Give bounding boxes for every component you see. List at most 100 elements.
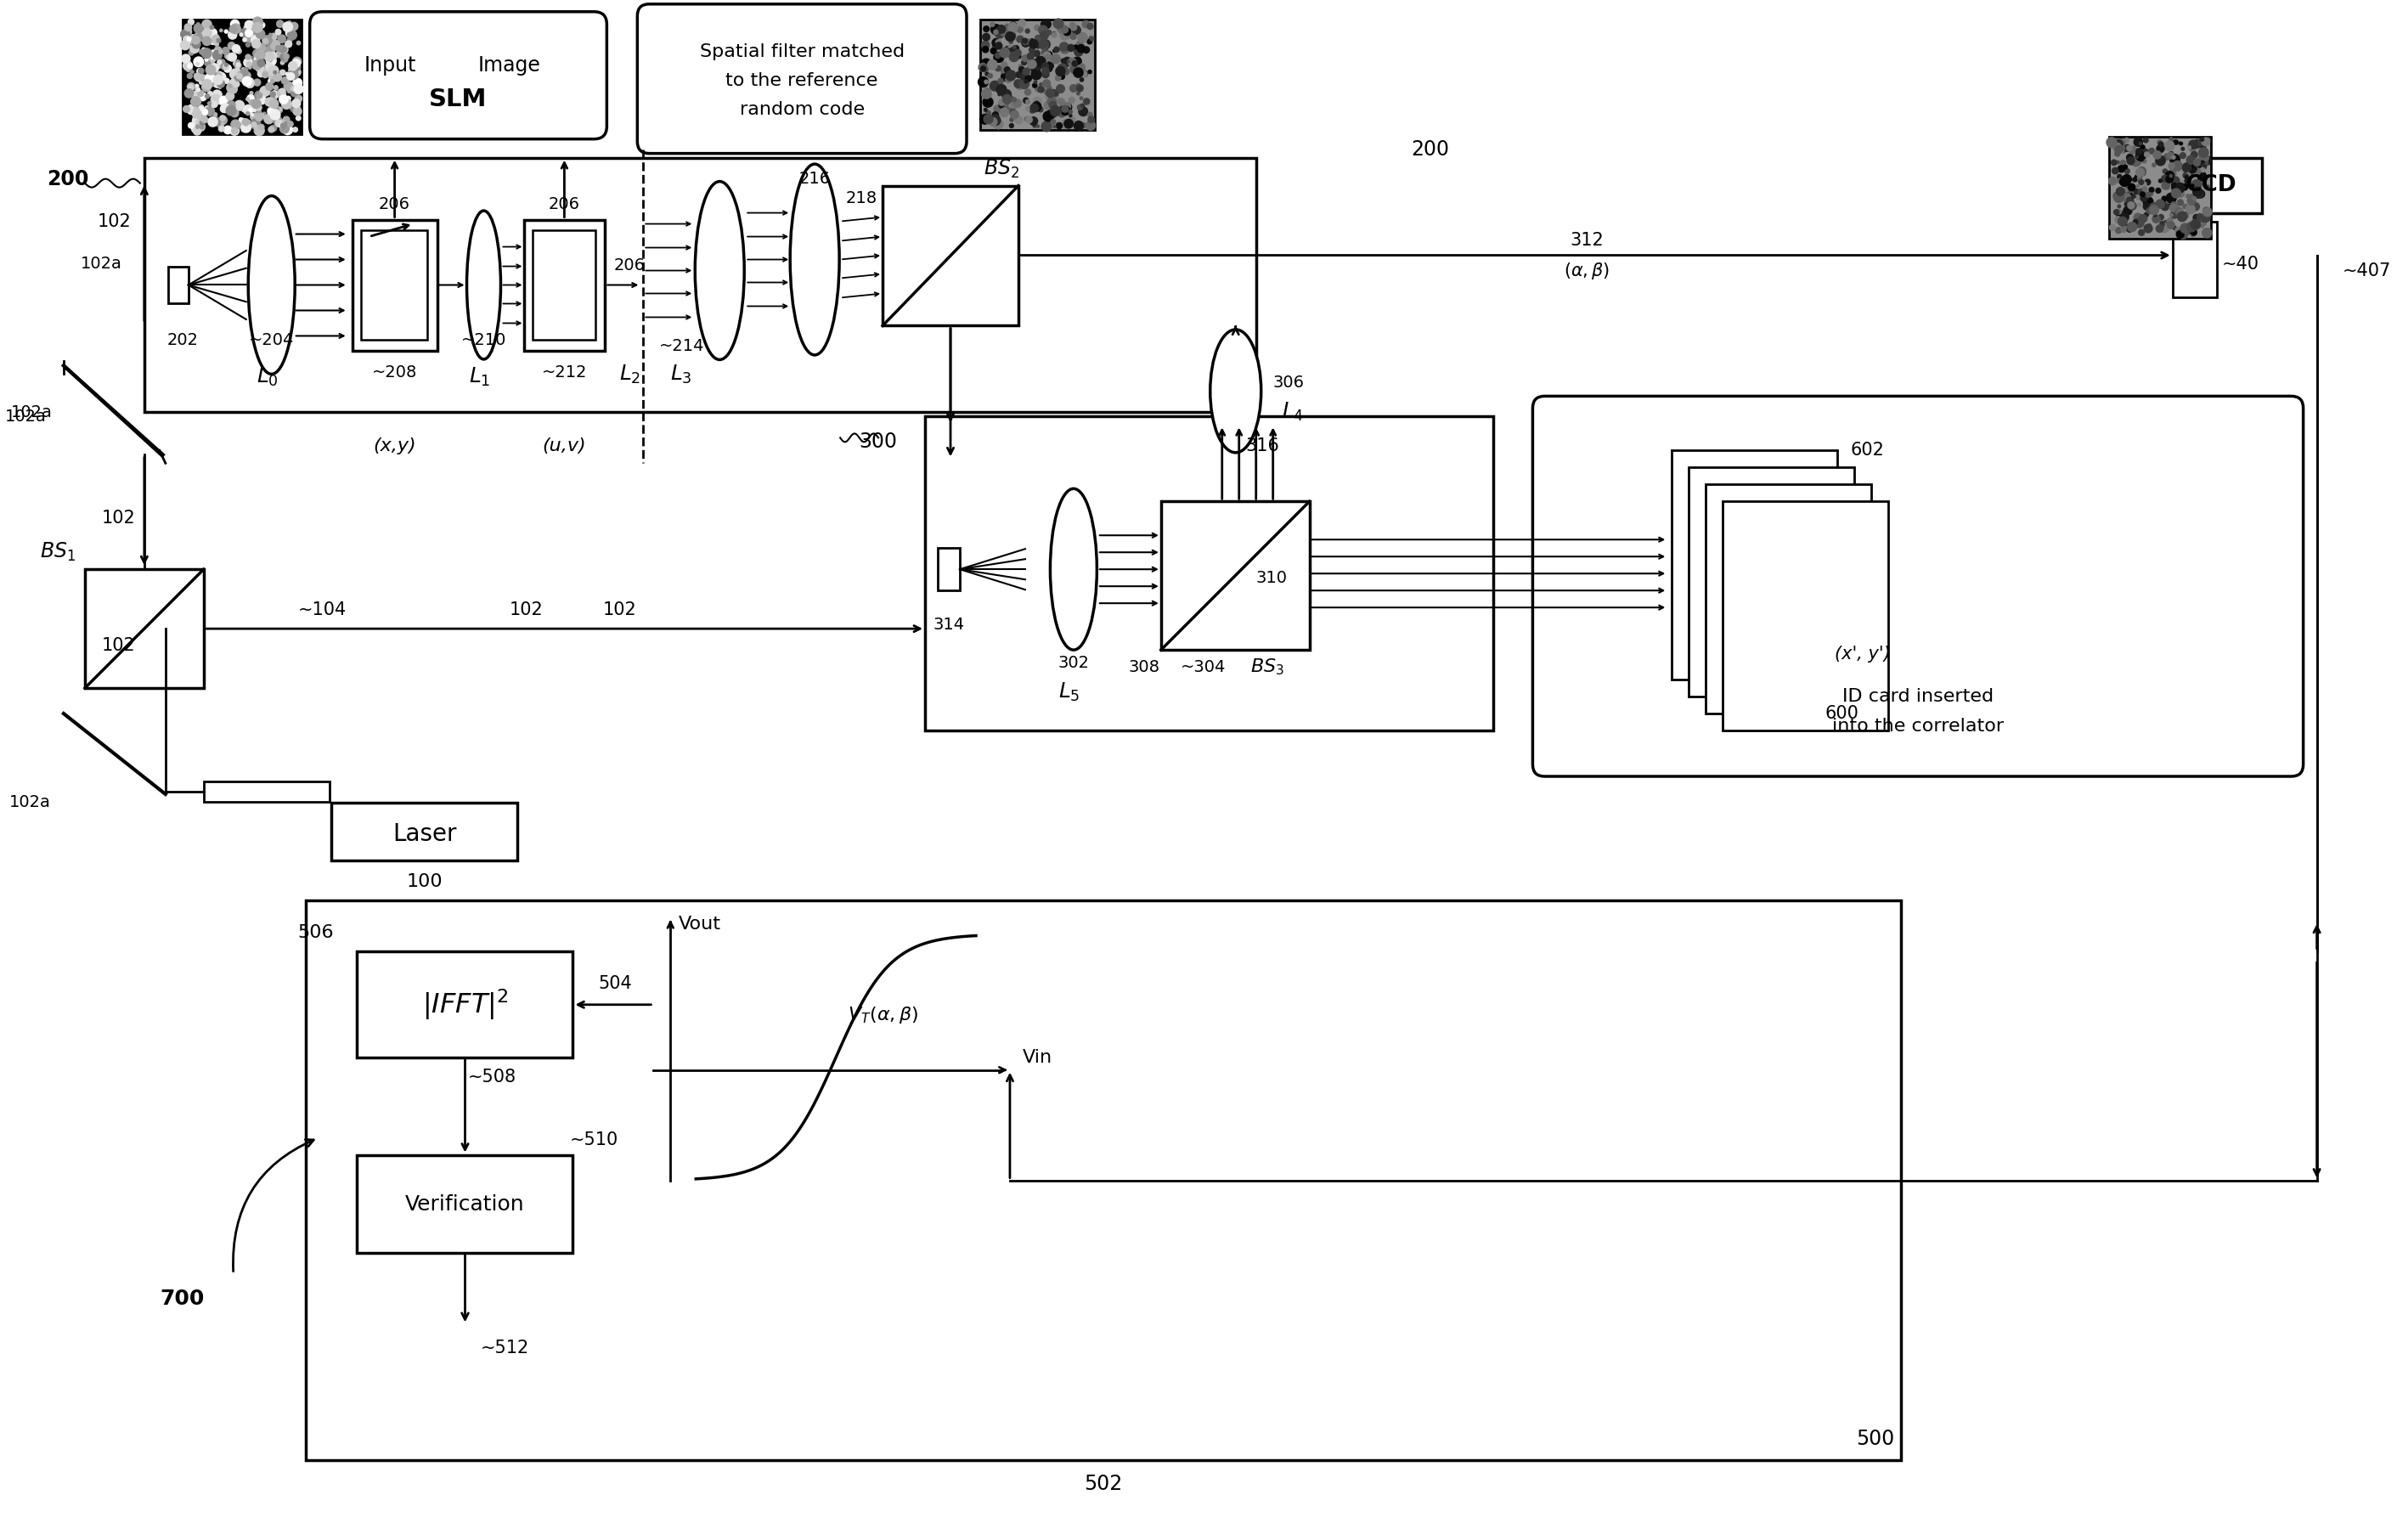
Circle shape xyxy=(1007,31,1016,42)
Text: $L_1$: $L_1$ xyxy=(470,365,491,388)
Circle shape xyxy=(216,65,221,68)
Circle shape xyxy=(197,63,199,66)
Circle shape xyxy=(2169,174,2172,177)
Circle shape xyxy=(201,48,211,59)
Circle shape xyxy=(259,25,261,28)
Circle shape xyxy=(197,23,199,26)
Circle shape xyxy=(266,97,273,106)
Circle shape xyxy=(201,80,211,89)
Circle shape xyxy=(2126,228,2131,233)
Circle shape xyxy=(240,32,242,35)
Circle shape xyxy=(1057,85,1064,92)
Circle shape xyxy=(285,40,292,48)
Circle shape xyxy=(2150,188,2155,192)
Circle shape xyxy=(2157,140,2162,145)
Circle shape xyxy=(1014,115,1024,123)
Circle shape xyxy=(2191,185,2193,188)
Circle shape xyxy=(235,63,242,69)
Circle shape xyxy=(268,59,271,62)
Circle shape xyxy=(185,55,189,60)
FancyBboxPatch shape xyxy=(352,220,436,351)
Circle shape xyxy=(199,125,204,129)
Circle shape xyxy=(1064,103,1071,111)
Circle shape xyxy=(983,34,990,40)
Circle shape xyxy=(2172,177,2179,185)
Circle shape xyxy=(1036,65,1040,71)
Circle shape xyxy=(1076,105,1083,109)
Circle shape xyxy=(2112,160,2117,165)
Circle shape xyxy=(201,75,206,79)
Circle shape xyxy=(1050,54,1059,63)
Circle shape xyxy=(1045,89,1050,95)
Circle shape xyxy=(2169,169,2176,177)
Circle shape xyxy=(1004,77,1012,83)
Circle shape xyxy=(225,29,228,34)
Circle shape xyxy=(2119,165,2124,172)
Circle shape xyxy=(233,62,237,66)
Text: Verification: Verification xyxy=(405,1194,525,1215)
Circle shape xyxy=(1033,83,1038,88)
Circle shape xyxy=(252,114,254,115)
Circle shape xyxy=(187,62,192,65)
Circle shape xyxy=(2129,202,2136,209)
Circle shape xyxy=(2184,172,2188,179)
Circle shape xyxy=(2196,189,2205,199)
Circle shape xyxy=(2184,179,2191,183)
Circle shape xyxy=(244,120,252,129)
Circle shape xyxy=(2114,192,2124,202)
Text: $L_2$: $L_2$ xyxy=(618,363,640,385)
Circle shape xyxy=(2117,211,2124,217)
Text: 302: 302 xyxy=(1057,654,1088,671)
FancyBboxPatch shape xyxy=(1160,502,1309,650)
Circle shape xyxy=(218,126,225,131)
Circle shape xyxy=(194,31,204,40)
Text: $V_T(\alpha, \beta)$: $V_T(\alpha, \beta)$ xyxy=(849,1004,918,1026)
Circle shape xyxy=(1088,71,1091,74)
Circle shape xyxy=(2129,194,2133,199)
Circle shape xyxy=(1074,68,1083,77)
Circle shape xyxy=(2114,143,2121,151)
Circle shape xyxy=(2174,228,2181,233)
Circle shape xyxy=(1036,35,1040,40)
Circle shape xyxy=(225,54,228,59)
Circle shape xyxy=(2198,216,2205,222)
Circle shape xyxy=(1007,108,1012,112)
Circle shape xyxy=(2172,202,2176,206)
Circle shape xyxy=(194,85,199,88)
Circle shape xyxy=(216,38,221,43)
Circle shape xyxy=(261,35,264,38)
Circle shape xyxy=(283,82,292,91)
Circle shape xyxy=(249,108,252,112)
Circle shape xyxy=(271,40,280,49)
Circle shape xyxy=(182,62,192,71)
Circle shape xyxy=(290,91,297,97)
Circle shape xyxy=(2124,188,2129,192)
Circle shape xyxy=(1059,26,1067,32)
Circle shape xyxy=(1031,102,1040,111)
Circle shape xyxy=(1047,31,1052,35)
Text: 206: 206 xyxy=(379,196,410,213)
Circle shape xyxy=(199,82,204,85)
Circle shape xyxy=(221,95,228,105)
Circle shape xyxy=(1047,97,1057,106)
Circle shape xyxy=(280,54,285,60)
Circle shape xyxy=(2205,162,2208,165)
FancyBboxPatch shape xyxy=(84,570,204,688)
Circle shape xyxy=(1033,125,1036,128)
Circle shape xyxy=(2167,219,2172,223)
Circle shape xyxy=(1009,119,1014,122)
Circle shape xyxy=(990,25,1002,34)
Circle shape xyxy=(1000,85,1004,91)
Circle shape xyxy=(209,117,218,126)
Circle shape xyxy=(985,72,988,75)
Circle shape xyxy=(2129,146,2136,154)
Circle shape xyxy=(2143,159,2145,163)
Circle shape xyxy=(1009,45,1012,48)
Circle shape xyxy=(1059,68,1064,74)
Circle shape xyxy=(211,25,213,29)
Circle shape xyxy=(983,97,992,108)
Circle shape xyxy=(1079,106,1088,115)
Circle shape xyxy=(2136,151,2145,160)
Circle shape xyxy=(216,91,223,97)
Circle shape xyxy=(2124,145,2131,151)
